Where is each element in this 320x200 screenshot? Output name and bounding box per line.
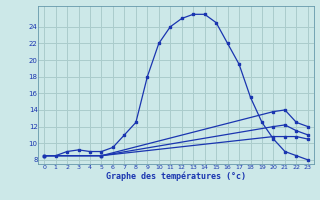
X-axis label: Graphe des températures (°c): Graphe des températures (°c): [106, 172, 246, 181]
